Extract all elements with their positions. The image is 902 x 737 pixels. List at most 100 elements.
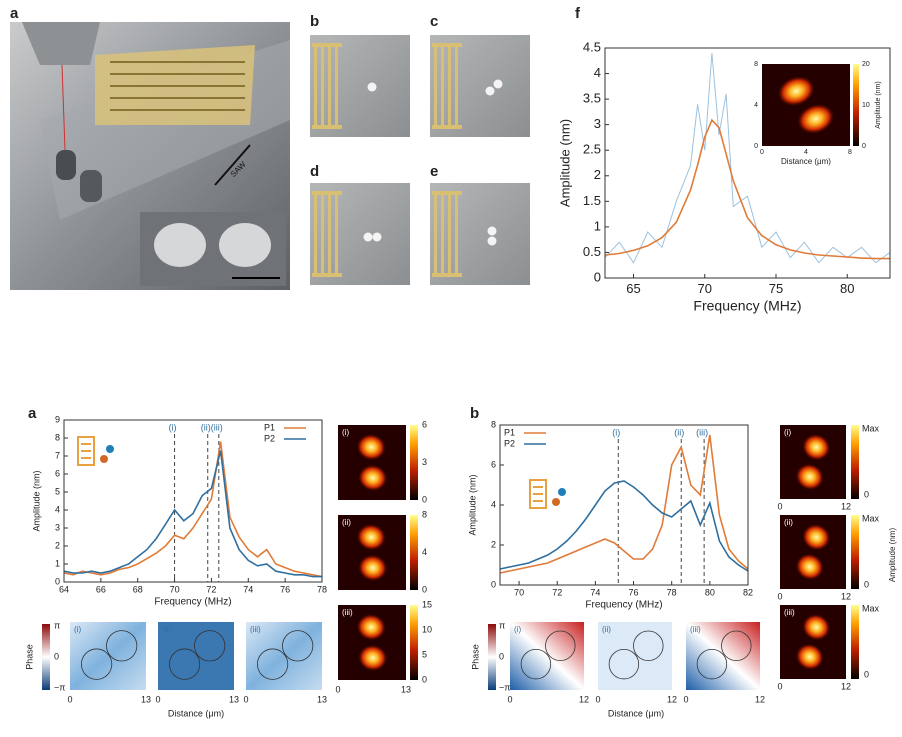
colorbar-tick: 20 <box>862 61 870 68</box>
particle-outline <box>106 630 138 662</box>
marker-label: (iii) <box>211 422 223 432</box>
colorbar <box>410 425 418 500</box>
particle-icon <box>100 455 108 463</box>
electrode <box>455 193 458 275</box>
particle-photo <box>310 35 410 137</box>
particle-outline <box>520 648 552 680</box>
lobe <box>795 463 825 491</box>
colorbar-tick: 0 <box>862 143 866 150</box>
particle-outline <box>169 648 201 680</box>
map-x-tick: 0 <box>683 694 688 704</box>
phase-map <box>686 622 760 690</box>
marker-label: (ii) <box>674 427 684 437</box>
map-x-tick: 12 <box>579 694 589 704</box>
phase-label: Phase <box>24 644 34 670</box>
particle-outline <box>721 630 752 662</box>
map-x-tick: 0 <box>155 694 160 704</box>
y-tick-label: 3.5 <box>583 91 601 106</box>
panel-label: b <box>470 405 479 422</box>
map-label: (ii) <box>162 625 171 634</box>
inset-x-tick: 8 <box>848 149 852 156</box>
x-tick-label: 76 <box>280 584 290 594</box>
series-line <box>604 118 890 260</box>
electrode <box>434 193 437 275</box>
x-tick-label: 68 <box>133 584 143 594</box>
phase-map <box>70 622 146 690</box>
particle-photo <box>430 35 530 137</box>
marker-label: (iii) <box>696 427 708 437</box>
inset-x-tick: 4 <box>804 149 808 156</box>
electrode <box>335 193 338 275</box>
colorbar-tick: 0 <box>864 669 869 679</box>
particle-outline <box>194 630 226 662</box>
colorbar-tick: 15 <box>422 599 432 609</box>
phase-tick: 0 <box>499 651 504 661</box>
colorbar-tick: 4 <box>422 547 427 557</box>
x-tick-label: 74 <box>590 587 600 597</box>
y-tick-label: 0 <box>491 579 496 589</box>
map-label: (ii) <box>784 518 793 527</box>
lobes <box>795 523 831 581</box>
x-tick-label: 74 <box>243 584 253 594</box>
electrode <box>441 193 444 275</box>
map-label: (i) <box>514 625 521 634</box>
map-label: (iii) <box>690 625 701 634</box>
lobe <box>356 523 387 551</box>
series-line <box>604 53 891 264</box>
phase-colorbar <box>42 624 50 690</box>
y-tick-label: 3 <box>594 116 601 131</box>
electrode <box>321 45 324 127</box>
panel-label: b <box>310 13 319 30</box>
particle-icon <box>106 445 114 453</box>
phase-tick: π <box>54 620 60 630</box>
electrode <box>328 193 331 275</box>
particle <box>485 86 495 96</box>
series-line <box>499 434 749 574</box>
electrode <box>448 193 451 275</box>
x-tick-label: 80 <box>840 281 854 296</box>
x-tick-label: 70 <box>698 281 712 296</box>
lobe <box>795 553 825 581</box>
particle-outline <box>81 648 113 680</box>
lobes <box>356 433 388 492</box>
marker-label: (i) <box>169 422 177 432</box>
electrode <box>434 45 437 127</box>
panel-label: f <box>575 5 581 22</box>
colorbar-tick: 10 <box>862 102 870 109</box>
map-x-tick: 12 <box>841 591 851 601</box>
x-tick-label: 72 <box>206 584 216 594</box>
y-tick-label: 1.5 <box>583 193 601 208</box>
particle-outline <box>256 648 289 680</box>
x-tick-label: 70 <box>514 587 524 597</box>
map-x-tick: 12 <box>841 501 851 511</box>
map-x-tick: 13 <box>141 694 151 704</box>
map-x-tick: 12 <box>667 694 677 704</box>
electrode <box>335 45 338 127</box>
electrode <box>312 273 342 277</box>
electrode <box>321 193 324 275</box>
map-x-tick: 12 <box>841 681 851 691</box>
panel-label: d <box>310 163 319 180</box>
particle <box>372 232 382 242</box>
electrode <box>328 45 331 127</box>
colorbar-tick: 0 <box>864 579 869 589</box>
colorbar-label: Amplitude (nm) <box>875 81 882 128</box>
x-tick-label: 70 <box>170 584 180 594</box>
panel-label: e <box>430 163 438 180</box>
colorbar-tick: Max <box>862 513 880 523</box>
y-tick-label: 5 <box>55 486 60 496</box>
inset-x-label: Distance (μm) <box>781 157 831 166</box>
map-x-tick: 0 <box>243 694 248 704</box>
map-x-tick: 0 <box>507 694 512 704</box>
inset-y-tick: 0 <box>754 143 758 150</box>
phase-tick: 0 <box>54 651 59 661</box>
colorbar-tick: 3 <box>422 457 427 467</box>
particle-icon <box>558 488 566 496</box>
legend-label: P1 <box>504 427 515 437</box>
y-tick-label: 0 <box>594 269 601 284</box>
electrode <box>314 193 317 275</box>
map-x-tick: 12 <box>755 694 765 704</box>
particle <box>487 226 497 236</box>
map-label: (iii) <box>250 625 261 634</box>
map-x-tick: 0 <box>335 684 340 694</box>
